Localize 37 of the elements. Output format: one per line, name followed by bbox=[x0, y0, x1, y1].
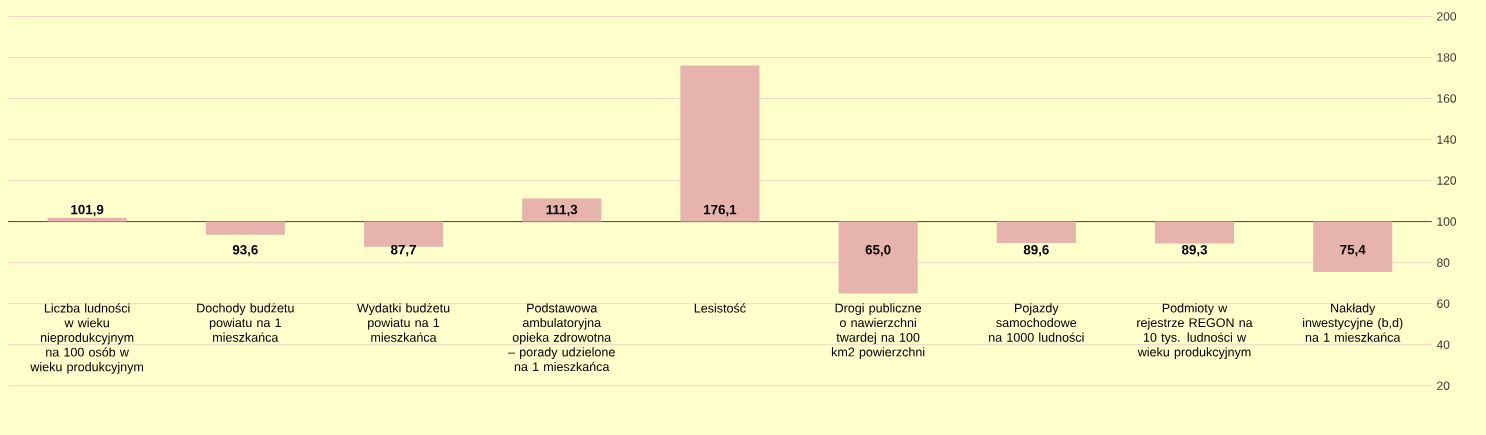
bar bbox=[680, 65, 760, 222]
y-tick-label: 140 bbox=[1437, 135, 1457, 144]
bar bbox=[47, 217, 127, 222]
data-label: 101,9 bbox=[71, 204, 104, 217]
data-label: 89,3 bbox=[1181, 244, 1208, 257]
y-tick-label: 180 bbox=[1437, 53, 1457, 62]
data-label: 176,1 bbox=[704, 204, 737, 217]
y-tick-label: 120 bbox=[1437, 176, 1457, 185]
data-label: 111,3 bbox=[546, 204, 578, 217]
y-tick-label: 200 bbox=[1437, 12, 1457, 21]
data-label: 65,0 bbox=[865, 244, 891, 257]
x-tick-label: Wydatki budżetu powiatu na 1 mieszkańca bbox=[356, 303, 450, 342]
x-tick-label: Dochody budżetu powiatu na 1 mieszkańca bbox=[197, 303, 294, 342]
data-label: 93,6 bbox=[232, 244, 258, 257]
x-tick-label: Lesistość bbox=[694, 303, 746, 313]
y-tick-label: 160 bbox=[1437, 94, 1457, 103]
data-label: 75,4 bbox=[1340, 244, 1366, 257]
x-tick-label: Pojazdy samochodowe na 1000 ludności bbox=[989, 303, 1084, 342]
data-label: 89,6 bbox=[1023, 244, 1049, 257]
y-tick-label: 40 bbox=[1436, 340, 1450, 349]
y-tick-label: 100 bbox=[1437, 217, 1457, 226]
bar bbox=[1313, 221, 1393, 273]
bar bbox=[838, 221, 918, 294]
bar bbox=[205, 221, 285, 235]
x-tick-label: Liczba ludności w wieku nieprodukcyjnym na 100 osób w wieku produkcyjnym bbox=[30, 303, 144, 374]
bar bbox=[1154, 221, 1235, 244]
bar bbox=[522, 198, 602, 222]
y-tick-label: 80 bbox=[1437, 258, 1450, 267]
y-tick-label: 20 bbox=[1437, 381, 1450, 390]
y-tick-label: 60 bbox=[1437, 299, 1450, 308]
x-tick-label: Podstawowa ambulatoryjna opieka zdrowotna – porady udzielone na 1 mieszkańca bbox=[508, 303, 615, 372]
x-tick-label: Nakłady inwestycyjne (b,d) na 1 mieszkańca bbox=[1303, 303, 1403, 342]
data-label: 87,7 bbox=[390, 244, 416, 257]
bar bbox=[363, 221, 444, 247]
x-tick-label: Drogi publiczne o nawierzchni twardej na 100 km2 powierzchni bbox=[831, 303, 925, 359]
x-tick-label: Podmioty w rejestrze REGON na 10 tys. ludności w wieku produkcyjnym bbox=[1137, 303, 1253, 359]
bar bbox=[996, 221, 1076, 243]
